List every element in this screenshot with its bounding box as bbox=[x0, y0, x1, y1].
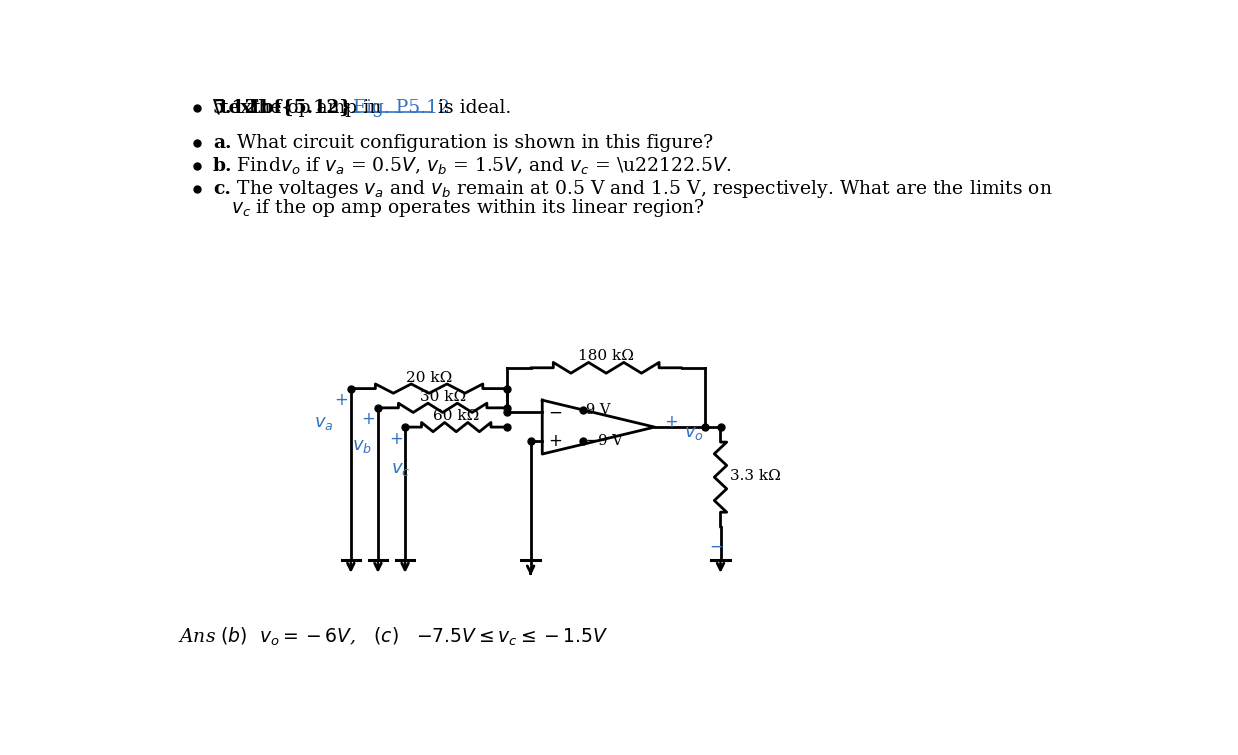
Text: 9 V: 9 V bbox=[586, 403, 610, 418]
Text: +: + bbox=[334, 391, 348, 409]
Text: 60 kΩ: 60 kΩ bbox=[433, 409, 479, 424]
Text: 30 kΩ: 30 kΩ bbox=[420, 390, 465, 404]
Text: $v_o$: $v_o$ bbox=[683, 424, 703, 442]
Text: 20 kΩ: 20 kΩ bbox=[406, 371, 452, 385]
Text: $v_b$: $v_b$ bbox=[353, 437, 373, 455]
Text: 180 kΩ: 180 kΩ bbox=[578, 350, 634, 363]
Text: 5.12: 5.12 bbox=[213, 99, 259, 116]
Text: +: + bbox=[548, 432, 562, 450]
Text: $v_a$: $v_a$ bbox=[314, 414, 333, 433]
Text: $v_c$ if the op amp operates within its linear region?: $v_c$ if the op amp operates within its … bbox=[230, 196, 704, 219]
Text: +: + bbox=[664, 413, 677, 430]
Text: c.: c. bbox=[213, 180, 230, 198]
Text: is ideal.: is ideal. bbox=[432, 99, 511, 116]
Text: −9 V: −9 V bbox=[586, 434, 623, 448]
Text: Fig. P5.12: Fig. P5.12 bbox=[353, 99, 451, 116]
Text: b.: b. bbox=[213, 157, 233, 175]
Text: +: + bbox=[361, 411, 375, 428]
Text: Ans $(b)$  $v_o = -6V$,   $(c)$   $-7.5V \leq v_c \leq -1.5V$: Ans $(b)$ $v_o = -6V$, $(c)$ $-7.5V \leq… bbox=[178, 626, 608, 649]
Text: \textbf{5.12}: \textbf{5.12} bbox=[213, 99, 352, 116]
Text: The op amp in: The op amp in bbox=[246, 99, 387, 116]
Text: Find$v_o$ if $v_a$ = 0.5$V$, $v_b$ = 1.5$V$, and $v_c$ = \u22122.5$V$.: Find$v_o$ if $v_a$ = 0.5$V$, $v_b$ = 1.5… bbox=[230, 156, 730, 177]
Text: a.: a. bbox=[213, 134, 232, 152]
Text: 3.3 kΩ: 3.3 kΩ bbox=[729, 469, 780, 482]
Text: $v_c$: $v_c$ bbox=[391, 461, 411, 479]
Text: −: − bbox=[709, 538, 723, 556]
Text: −: − bbox=[548, 403, 562, 421]
Text: The voltages $v_a$ and $v_b$ remain at 0.5 V and 1.5 V, respectively. What are t: The voltages $v_a$ and $v_b$ remain at 0… bbox=[230, 178, 1052, 200]
Text: +: + bbox=[389, 430, 402, 448]
Text: What circuit configuration is shown in this figure?: What circuit configuration is shown in t… bbox=[230, 134, 713, 152]
